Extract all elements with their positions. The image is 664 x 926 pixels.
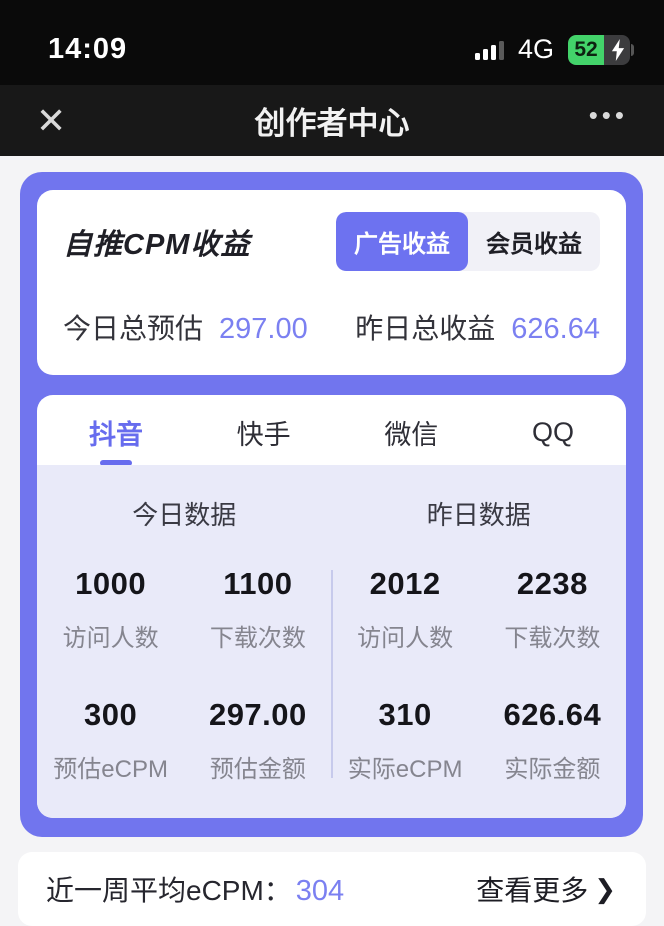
- segment-member-earnings[interactable]: 会员收益: [486, 231, 582, 258]
- today-estimate-label: 今日总预估: [63, 313, 204, 344]
- segment-ad-earnings[interactable]: 广告收益: [336, 212, 468, 271]
- stat-yesterday-visitors: 2012 访问人数: [357, 566, 454, 652]
- tab-qq[interactable]: QQ: [531, 416, 574, 447]
- today-estimate-value: 297.00: [219, 313, 308, 345]
- page-title: 创作者中心: [254, 106, 410, 141]
- stat-yesterday-downloads: 2238 下载次数: [504, 566, 601, 652]
- earnings-section: 自推CPM收益 广告收益 会员收益 今日总预估 297.00 昨日总收益 626…: [20, 172, 643, 837]
- status-indicators: 4G 52: [474, 34, 634, 65]
- status-bar: 14:09 4G 52: [0, 0, 664, 85]
- weekly-ecpm-card: 近一周平均eCPM： 304 查看更多 ❯: [18, 852, 646, 926]
- yesterday-data-header: 昨日数据: [426, 500, 531, 530]
- stat-today-downloads: 1100 下载次数: [209, 566, 306, 652]
- signal-strength-icon: [474, 40, 504, 60]
- earnings-summary-card: 自推CPM收益 广告收益 会员收益 今日总预估 297.00 昨日总收益 626…: [37, 190, 626, 375]
- today-data-header: 今日数据: [132, 500, 237, 530]
- weekly-ecpm-label: 近一周平均eCPM：: [46, 875, 292, 906]
- stat-yesterday-ecpm: 310 实际eCPM: [347, 697, 463, 783]
- platform-tabs: 抖音 快手 微信 QQ: [37, 395, 626, 466]
- close-icon[interactable]: ✕: [36, 99, 67, 141]
- tab-wechat[interactable]: 微信: [384, 419, 439, 450]
- stat-today-ecpm: 300 预估eCPM: [53, 697, 168, 783]
- earnings-type-segmented-control: 广告收益 会员收益: [336, 212, 600, 271]
- earnings-card-title: 自推CPM收益: [63, 228, 251, 261]
- charging-bolt-icon: [611, 38, 625, 65]
- today-total-estimate: 今日总预估 297.00: [63, 307, 308, 347]
- battery-icon: 52: [568, 34, 634, 65]
- vertical-divider: [330, 570, 333, 778]
- yesterday-earnings-label: 昨日总收益: [355, 313, 496, 344]
- tab-kuaishou[interactable]: 快手: [236, 419, 291, 450]
- nav-bar: ✕ 创作者中心 •••: [0, 85, 664, 156]
- network-type-label: 4G: [517, 34, 554, 64]
- stats-panel: 今日数据 昨日数据 1000 访问人数 1100 下: [37, 465, 626, 818]
- stat-today-amount: 297.00 预估金额: [208, 697, 307, 783]
- clock: 14:09: [48, 33, 128, 65]
- yesterday-total-earnings: 昨日总收益 626.64: [355, 307, 600, 347]
- tab-douyin[interactable]: 抖音: [89, 413, 143, 466]
- active-tab-underline: [100, 459, 132, 466]
- view-more-button[interactable]: 查看更多 ❯: [476, 873, 616, 907]
- stat-today-visitors: 1000 访问人数: [62, 566, 159, 652]
- yesterday-earnings-value: 626.64: [511, 313, 600, 345]
- chevron-right-icon: ❯: [594, 873, 616, 904]
- battery-percent-label: 52: [568, 34, 604, 65]
- weekly-ecpm-value: 304: [295, 875, 345, 907]
- more-options-icon[interactable]: •••: [588, 100, 628, 130]
- platform-data-card: 抖音 快手 微信 QQ 今日数据 昨日: [37, 395, 626, 818]
- weekly-ecpm: 近一周平均eCPM： 304: [46, 869, 344, 909]
- stat-yesterday-amount: 626.64 实际金额: [503, 697, 602, 783]
